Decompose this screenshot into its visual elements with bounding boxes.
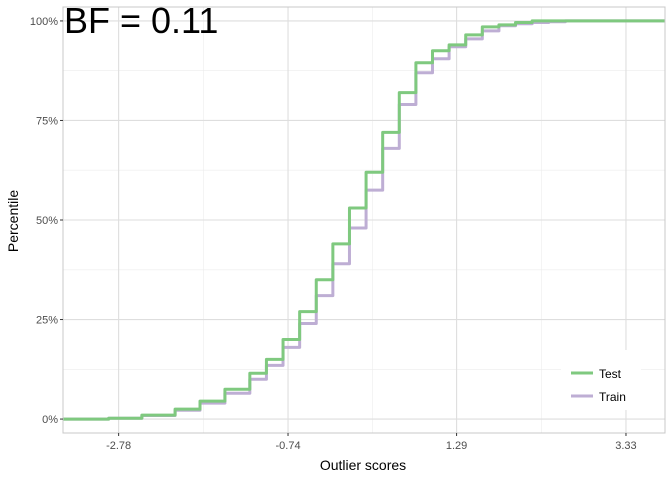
x-tick-label: 1.29 — [446, 440, 467, 452]
x-tick-label: -0.74 — [275, 440, 300, 452]
legend-label-test: Test — [599, 367, 622, 381]
x-axis-title: Outlier scores — [320, 457, 406, 473]
legend: Test Train — [561, 350, 641, 410]
y-tick-label: 50% — [36, 215, 58, 227]
y-tick-label: 100% — [30, 16, 58, 28]
x-axis-ticks: -2.78 -0.74 1.29 3.33 — [106, 433, 637, 452]
bf-annotation: BF = 0.11 — [64, 0, 218, 41]
series-lines — [63, 19, 665, 421]
y-tick-label: 25% — [36, 315, 58, 327]
y-tick-label: 75% — [36, 115, 58, 127]
x-tick-label: 3.33 — [615, 440, 636, 452]
y-tick-label: 0% — [42, 414, 58, 426]
series-line-test — [63, 19, 665, 421]
y-axis-ticks: 0% 25% 50% 75% 100% — [30, 16, 63, 426]
y-axis-title: Percentile — [5, 190, 21, 252]
x-tick-label: -2.78 — [106, 440, 131, 452]
major-gridlines — [63, 7, 665, 433]
legend-label-train: Train — [599, 390, 626, 404]
legend-background — [561, 350, 641, 410]
